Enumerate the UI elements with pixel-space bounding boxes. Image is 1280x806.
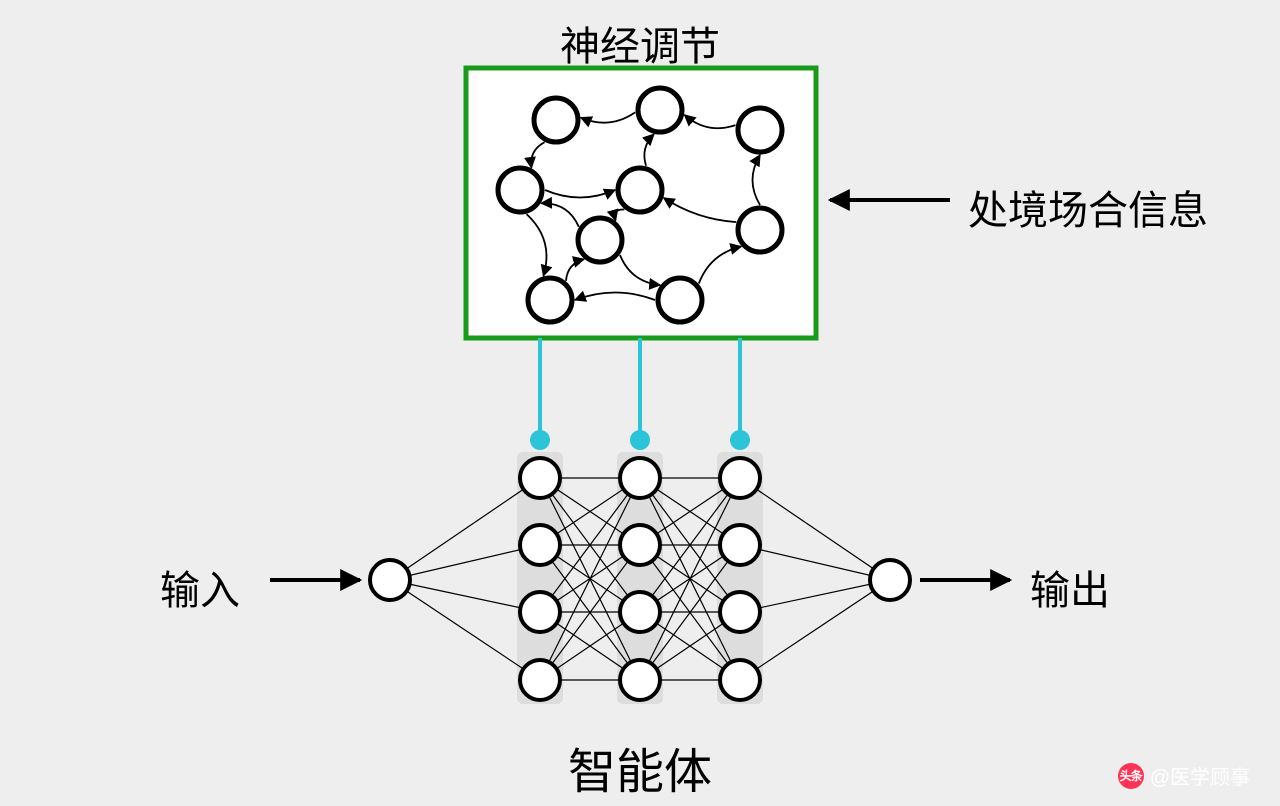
hidden-node <box>620 592 660 632</box>
connector-dot <box>730 430 750 450</box>
hidden-node <box>620 525 660 565</box>
hidden-node <box>520 660 560 700</box>
input-node <box>370 560 410 600</box>
top-node <box>528 278 572 322</box>
top-node <box>578 218 622 262</box>
hidden-node <box>620 458 660 498</box>
top-node <box>638 88 682 132</box>
watermark: 头条 @医学顾事 <box>1118 761 1250 790</box>
hidden-node <box>520 592 560 632</box>
hidden-node <box>620 660 660 700</box>
top-node <box>534 98 578 142</box>
top-node <box>498 168 542 212</box>
connector-dot <box>630 430 650 450</box>
input-label: 输入 <box>160 558 240 616</box>
agent-label: 智能体 <box>568 732 712 802</box>
output-node <box>870 560 910 600</box>
hidden-node <box>720 592 760 632</box>
hidden-node <box>720 458 760 498</box>
top-node <box>738 108 782 152</box>
watermark-badge-icon: 头条 <box>1118 763 1144 789</box>
title-top-label: 神经调节 <box>560 14 720 72</box>
connector-dot <box>530 430 550 450</box>
output-label: 输出 <box>1030 558 1110 616</box>
top-node <box>738 208 782 252</box>
hidden-node <box>720 660 760 700</box>
diagram-svg <box>0 0 1280 806</box>
top-node <box>618 168 662 212</box>
hidden-node <box>720 525 760 565</box>
hidden-node <box>520 525 560 565</box>
hidden-node <box>520 458 560 498</box>
watermark-text: @医学顾事 <box>1150 761 1250 790</box>
top-node <box>658 278 702 322</box>
context-info-label: 处境场合信息 <box>968 178 1208 236</box>
